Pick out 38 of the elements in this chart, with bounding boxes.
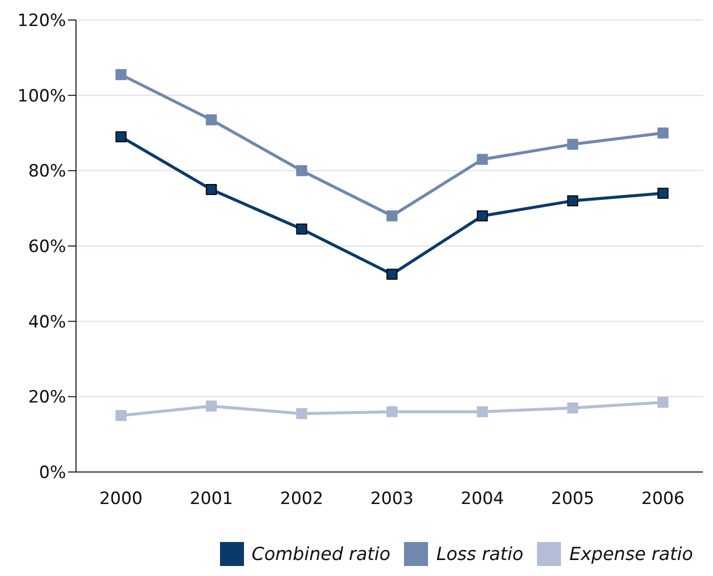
point — [567, 402, 578, 414]
point — [658, 128, 668, 138]
point — [567, 195, 578, 206]
x-tick-label: 2002 — [280, 489, 324, 510]
point — [296, 165, 308, 176]
point — [658, 188, 668, 199]
point — [386, 406, 398, 418]
point — [296, 408, 308, 420]
point — [116, 410, 126, 421]
x-tick-label: 2006 — [641, 489, 685, 510]
point — [476, 210, 488, 222]
y-tick-label: 20% — [28, 388, 66, 408]
point — [206, 114, 217, 126]
point — [206, 400, 217, 412]
point — [476, 406, 488, 418]
point — [116, 69, 126, 80]
x-tick-label: 2004 — [460, 489, 504, 510]
y-tick-label: 100% — [17, 86, 66, 106]
point — [658, 396, 668, 408]
point — [296, 224, 308, 235]
point — [476, 154, 488, 165]
point — [206, 184, 217, 195]
legend-label: Loss ratio — [436, 544, 524, 564]
x-tick-label: 2000 — [99, 489, 143, 510]
y-tick-label: 60% — [28, 237, 66, 258]
x-tick-label: 2003 — [370, 489, 414, 510]
point — [386, 210, 398, 222]
x-tick-label: 2001 — [190, 489, 233, 510]
legend-label: Expense ratio — [569, 544, 693, 564]
point — [116, 131, 126, 142]
legend-label: Combined ratio — [252, 544, 390, 564]
y-tick-label: 0% — [39, 463, 66, 484]
y-tick-label: 80% — [28, 162, 66, 182]
point — [567, 138, 578, 150]
point — [386, 268, 398, 280]
x-tick-label: 2005 — [551, 489, 594, 510]
y-tick-label: 120% — [17, 11, 66, 32]
y-tick-label: 40% — [28, 312, 66, 332]
